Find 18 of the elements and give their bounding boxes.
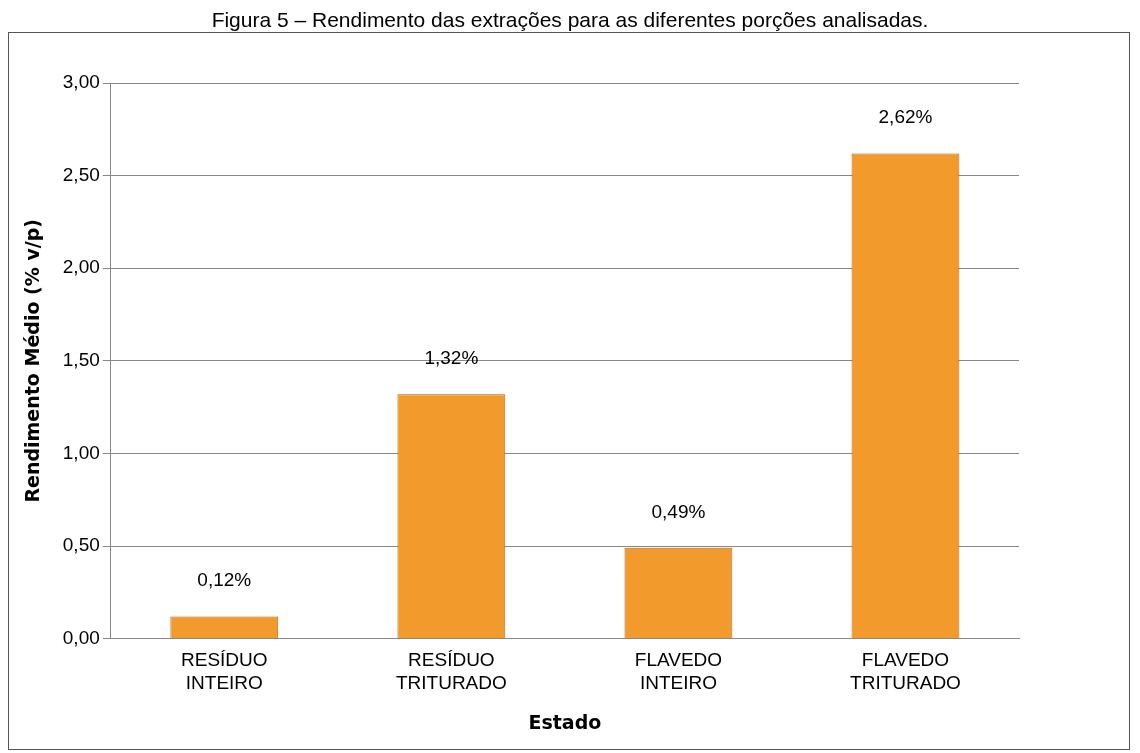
y-tick-label: 3,00 bbox=[62, 71, 100, 93]
y-tick-label: 1,50 bbox=[62, 349, 100, 371]
x-tick-label: RESÍDUO INTEIRO bbox=[181, 649, 268, 694]
y-tick-label: 0,00 bbox=[62, 626, 100, 648]
y-axis-title: Rendimento Médio (% v/p) bbox=[21, 218, 44, 503]
x-tick-label: FLAVEDO TRITURADO bbox=[850, 649, 961, 694]
data-label: 1,32% bbox=[424, 346, 479, 368]
y-tick-label: 1,00 bbox=[62, 441, 100, 463]
y-tick-label: 0,50 bbox=[62, 534, 100, 556]
x-tick-label: FLAVEDO INTEIRO bbox=[634, 649, 723, 694]
y-tick-label: 2,00 bbox=[62, 256, 100, 278]
data-label: 0,49% bbox=[651, 500, 706, 522]
data-label: 2,62% bbox=[878, 106, 933, 128]
x-axis-title: Estado bbox=[528, 710, 602, 733]
chart-title: Figura 5 – Rendimento das extrações para as diferentes porções analisadas. bbox=[210, 8, 930, 32]
y-tick-label: 2,50 bbox=[62, 163, 100, 185]
x-tick-label: RESÍDUO TRITURADO bbox=[395, 649, 507, 694]
data-label: 0,12% bbox=[197, 569, 252, 591]
